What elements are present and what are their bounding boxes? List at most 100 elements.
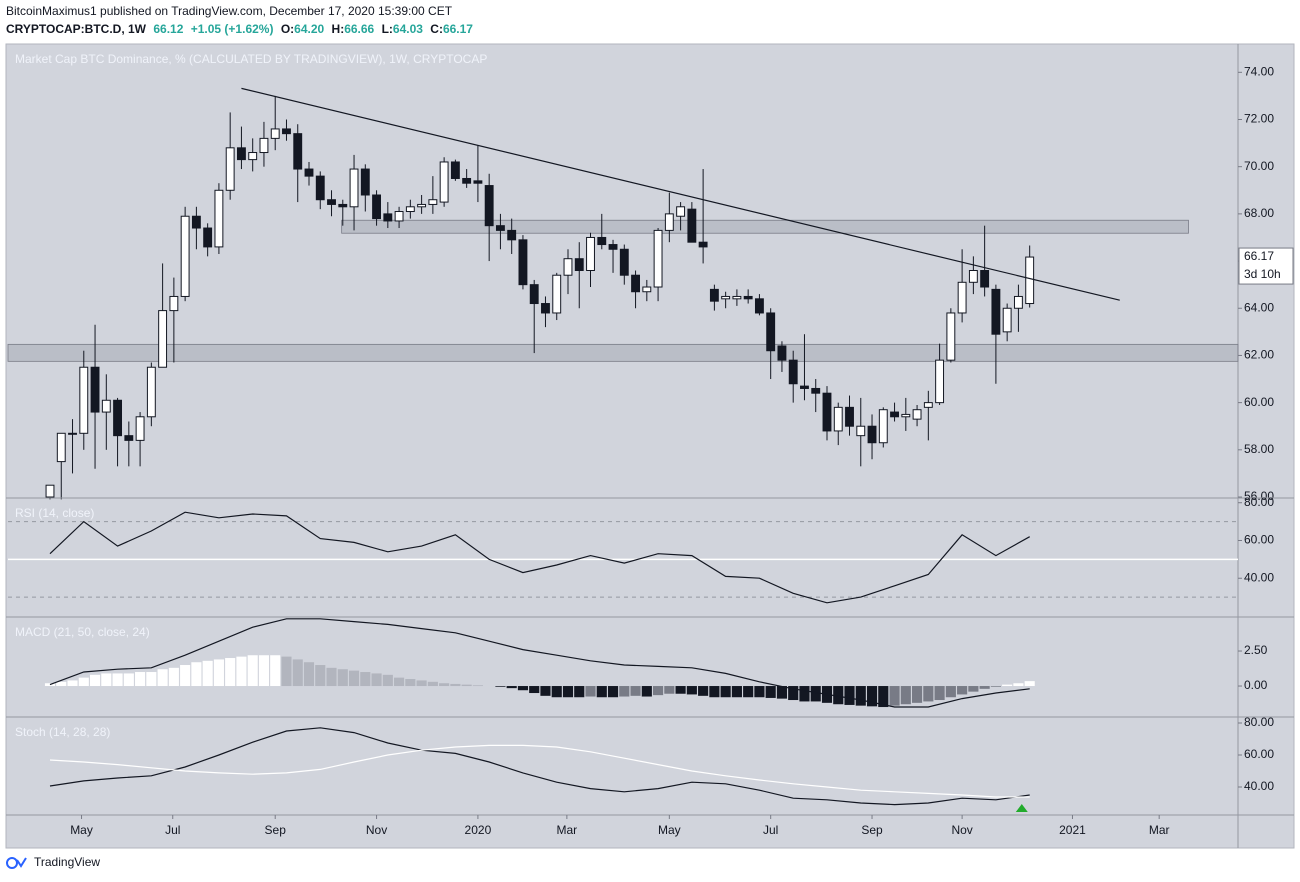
footer-brand: TradingView — [34, 855, 100, 869]
candle-body — [856, 425, 866, 437]
candle-body — [450, 161, 460, 179]
candle-body — [957, 281, 967, 314]
candle-body — [552, 274, 562, 314]
candle-body — [653, 229, 663, 288]
candle-body — [664, 213, 674, 231]
zone — [341, 219, 1189, 234]
trendline — [241, 87, 1120, 301]
candle-body — [270, 128, 280, 139]
candle-body — [833, 406, 843, 432]
candle-body — [248, 152, 258, 161]
macd-histogram-bar — [844, 686, 855, 705]
x-tick-label: Mar — [557, 823, 578, 837]
macd-histogram-bar — [382, 674, 393, 687]
countdown-label: 3d 10h — [1244, 267, 1281, 281]
candle-body — [867, 425, 877, 444]
macd-histogram-bar — [720, 686, 731, 698]
candle-body — [417, 203, 427, 208]
macd-histogram-bar — [258, 655, 270, 687]
candle-body — [146, 366, 156, 418]
macd-histogram-bar — [968, 686, 979, 692]
macd-histogram-bar — [765, 686, 776, 698]
candle-body — [349, 168, 359, 208]
candle-body — [991, 288, 1001, 335]
macd-histogram-bar — [472, 685, 483, 687]
candle-body — [169, 295, 179, 312]
panel-legend: MACD (21, 50, close, 24) — [15, 625, 150, 639]
symbol-line: CRYPTOCAP:BTC.D, 1W 66.12 +1.05 (+1.62%)… — [6, 22, 473, 36]
candle-body — [935, 359, 945, 404]
macd-histogram-bar — [270, 655, 281, 687]
macd-histogram-bar — [900, 686, 911, 705]
footer-logo — [6, 857, 27, 869]
y-tick-label: 70.00 — [1244, 159, 1274, 173]
macd-histogram-bar — [315, 665, 326, 687]
macd-histogram-bar — [506, 686, 517, 689]
open-label: O: — [281, 22, 294, 36]
macd-histogram-bar — [326, 667, 337, 687]
low-value: 64.03 — [393, 22, 423, 36]
y-tick-label: 62.00 — [1244, 348, 1274, 362]
candle-body — [698, 241, 708, 248]
macd-histogram-bar — [866, 686, 878, 707]
macd-histogram-bar — [833, 686, 844, 705]
candle-body — [597, 236, 607, 246]
candle-body — [709, 288, 719, 302]
candle-body — [541, 303, 550, 314]
signal-marker — [1015, 804, 1028, 812]
macd-histogram-bar — [799, 686, 810, 702]
y-tick-label: 60.00 — [1244, 747, 1274, 761]
candle-body — [484, 185, 494, 227]
candle-body — [439, 161, 449, 203]
candle-body — [788, 359, 798, 385]
high-label: H: — [332, 22, 345, 36]
x-tick-label: 2020 — [465, 823, 492, 837]
macd-histogram-bar — [878, 686, 889, 708]
macd-histogram-bar — [146, 672, 157, 687]
macd-histogram-bar — [191, 662, 202, 687]
y-tick-label: 72.00 — [1244, 112, 1274, 126]
macd-histogram-bar — [450, 683, 461, 687]
y-tick-label: 74.00 — [1244, 64, 1274, 78]
y-tick-label: 60.00 — [1244, 533, 1274, 547]
macd-histogram-bar — [180, 665, 191, 687]
macd-histogram-bar — [934, 686, 945, 701]
macd-histogram-bar — [529, 686, 540, 694]
macd-histogram-bar — [810, 686, 821, 702]
indicator-line — [49, 727, 1030, 806]
candle-body — [732, 295, 742, 300]
candle-body — [574, 258, 584, 271]
candle-body — [158, 310, 168, 368]
macd-histogram-bar — [675, 686, 686, 694]
low-label: L: — [382, 22, 393, 36]
x-tick-label: May — [658, 823, 681, 837]
candle-body — [563, 258, 573, 276]
candle-body — [383, 213, 393, 222]
macd-histogram-bar — [619, 686, 630, 697]
candle-body — [754, 298, 764, 314]
candle-body — [721, 295, 731, 300]
candle-body — [811, 387, 821, 394]
macd-histogram-bar — [439, 683, 450, 687]
macd-histogram-bar — [394, 677, 405, 687]
macd-histogram-bar — [641, 686, 652, 697]
x-tick-label: Sep — [265, 823, 287, 837]
macd-histogram-bar — [889, 686, 900, 706]
y-tick-label: 56.00 — [1244, 489, 1274, 503]
candle-body — [68, 432, 77, 435]
macd-histogram-bar — [157, 669, 168, 687]
candle-body — [1013, 295, 1023, 309]
macd-histogram-bar — [247, 655, 258, 687]
candle-body — [360, 168, 370, 196]
y-tick-label: 58.00 — [1244, 442, 1274, 456]
indicator-line — [49, 511, 1030, 604]
high-value: 66.66 — [344, 22, 374, 36]
zone — [7, 343, 1239, 362]
candle-body — [968, 270, 978, 283]
y-tick-label: 60.00 — [1244, 395, 1274, 409]
macd-histogram-bar — [709, 686, 720, 698]
x-tick-label: May — [70, 823, 93, 837]
x-tick-label: 2021 — [1059, 823, 1086, 837]
candle-body — [327, 199, 336, 205]
macd-histogram-bar — [416, 680, 427, 687]
